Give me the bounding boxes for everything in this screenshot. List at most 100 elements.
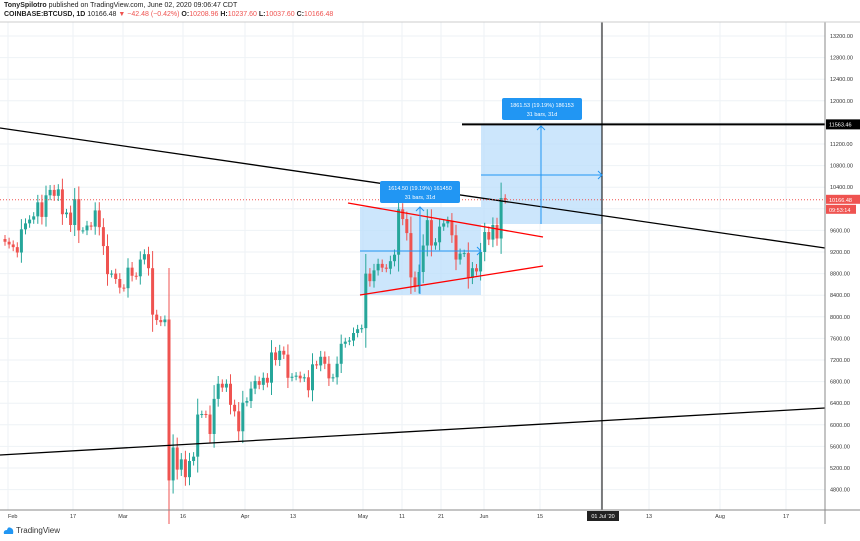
arrow-up-icon [415,206,425,212]
candle [192,456,196,461]
time-tick-label: Feb [8,514,17,520]
candle [208,414,212,434]
candle [167,319,171,481]
candle [237,411,241,432]
measure-label-text: 1861.53 (19.19%) 186153 [510,103,574,109]
candle [204,414,208,415]
candle [253,381,257,389]
price-tick-label: 12400.00 [830,77,853,83]
candle [7,241,11,245]
candle [142,254,146,260]
price-tick-label: 8800.00 [830,272,850,278]
price-chart[interactable]: 1614.50 (19.19%) 161450 31 bars, 31d 1861.… [0,0,860,524]
price-tick-label: 6400.00 [830,401,850,407]
candle [183,459,187,478]
author[interactable]: TonySpilotro [4,2,47,9]
o-label: O: [181,11,190,18]
candle [147,254,150,269]
countdown-label: 09:53:14 [829,208,850,214]
time-tick-label: 21 [438,514,444,520]
candle [89,225,93,227]
candle [483,232,487,252]
candle [421,245,425,272]
tradingview-logo[interactable]: TradingView [3,526,60,535]
candle [130,267,134,276]
time-tick-label: May [358,514,369,520]
candle [101,227,105,247]
candle [425,220,429,246]
flag-upper-line [347,202,544,238]
candle [15,247,19,253]
measure-label-text: 31 bars, 31d [405,195,436,201]
candle [40,202,44,217]
candle [470,268,474,278]
candle [388,261,392,269]
candle [44,195,48,217]
candle [212,398,216,434]
crosshair-date-label: 01 Jul '20 [591,514,614,520]
candle [32,216,36,220]
symbol[interactable]: COINBASE:BTCUSD, 1D [4,11,86,18]
candle [315,364,319,366]
price-tick-label: 10800.00 [830,164,853,170]
candle [372,270,376,282]
candle [265,377,269,383]
arrow-up-icon [536,125,546,131]
candle [450,220,454,236]
candle [286,354,290,378]
h-label: H: [220,11,228,18]
close-value: 10166.48 [304,11,334,18]
last-price: 10166.48 [87,11,117,18]
candle [122,287,126,289]
candle [323,356,327,364]
crosshair-date-box [587,511,619,521]
candle [495,225,499,239]
price-tick-label: 7600.00 [830,336,850,342]
publish-info: TonySpilotro published on TradingView.co… [4,2,237,9]
publish-text: published on TradingView.com, June 02, 2… [48,2,238,9]
time-tick-label: Jun [480,514,489,520]
candle [274,352,278,360]
candle [175,447,179,470]
candle [233,404,237,412]
candle [458,253,462,260]
time-tick-label: 17 [783,514,789,520]
candle [171,447,175,481]
candle [454,235,458,260]
candle [97,210,101,228]
candle [24,223,27,230]
time-tick-label: 17 [70,514,76,520]
candle [306,377,310,391]
candle [93,210,97,227]
candle [261,377,265,385]
candle [499,198,503,239]
time-tick-label: 13 [290,514,296,520]
time-tick-label: 11 [399,514,405,520]
candle [220,383,224,388]
price-tick-label: 9600.00 [830,228,850,234]
candle [245,401,249,403]
candle [19,229,23,253]
candle [69,212,73,225]
candle [393,254,396,262]
measure-label-text: 1614.50 (19.19%) 161450 [388,186,452,192]
candle [380,263,384,268]
candle [188,460,191,478]
candle [52,189,56,196]
level-price-box [826,119,860,130]
candle [302,377,306,379]
candle [294,375,298,377]
price-tick-label: 7200.00 [830,358,850,364]
candle [466,253,470,278]
candle [335,363,339,378]
candle [114,273,118,279]
candle [319,356,323,366]
candle [36,202,40,217]
candle [360,328,364,330]
price-tick-label: 6000.00 [830,423,850,429]
candle [290,376,294,378]
candle [446,220,450,224]
candle [77,199,81,231]
price-tick-label: 8400.00 [830,293,850,299]
price-tick-label: 11200.00 [830,142,853,148]
